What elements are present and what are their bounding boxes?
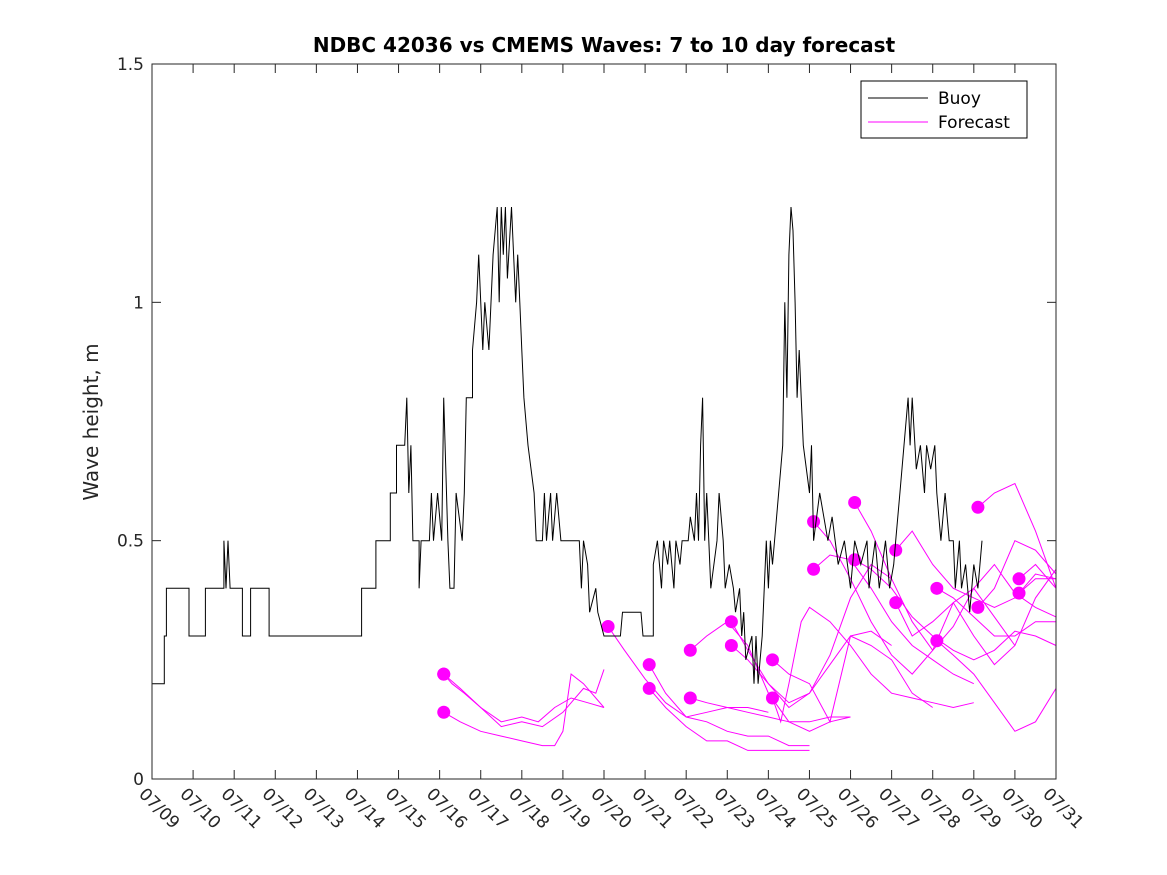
forecast-line-4 [648,664,810,747]
forecast-line-23 [1018,578,1056,594]
forecast-start-marker-8 [724,615,738,629]
forecast-start-marker-13 [807,562,821,576]
y-tick-label: 1.5 [117,55,144,75]
y-tick-label: 0 [133,770,144,790]
forecast-line-15 [854,559,1057,661]
forecast-start-marker-9 [724,639,738,653]
chart-title: NDBC 42036 vs CMEMS Waves: 7 to 10 day f… [313,33,896,57]
plot-area [152,64,1056,779]
forecast-start-marker-23 [1012,586,1026,600]
forecast-line-22 [1018,563,1057,589]
forecast-start-marker-10 [765,653,779,667]
y-tick-label: 0.5 [117,532,144,552]
forecast-start-marker-4 [642,658,656,672]
forecast-start-marker-11 [765,691,779,705]
forecast-line-16 [895,530,1057,608]
forecast-line-17 [895,569,1057,666]
legend-forecast-label: Forecast [938,113,1010,133]
legend-box [860,80,1028,139]
forecast-start-marker-17 [889,596,903,610]
y-axis-label: Wave height, m [79,343,103,500]
forecast-line-20 [977,482,1057,589]
y-tick-label: 1 [133,293,144,313]
forecast-line-0 [443,673,605,723]
buoy-line [151,206,983,685]
forecast-start-marker-19 [930,634,944,648]
forecast-start-marker-14 [848,496,862,510]
forecast-start-marker-20 [971,500,985,514]
forecast-line-5 [648,688,810,751]
forecast-start-marker-15 [848,553,862,567]
forecast-line-10 [772,635,933,724]
forecast-line-12 [813,521,1016,675]
forecast-start-marker-22 [1012,572,1026,586]
forecast-line-2 [443,669,605,728]
forecast-start-marker-6 [683,643,697,657]
legend: Buoy Forecast [860,80,1028,139]
forecast-line-1 [443,673,605,747]
forecast-line-19 [936,640,1057,732]
forecast-start-marker-2 [437,667,451,681]
forecast-line-21 [977,540,1057,608]
forecast-line-7 [690,697,851,723]
forecast-start-marker-18 [930,581,944,595]
forecast-start-marker-1 [437,705,451,719]
legend-buoy-label: Buoy [938,89,981,109]
forecast-start-marker-5 [642,681,656,695]
forecast-line-18 [936,587,1056,637]
forecast-start-marker-3 [601,619,615,633]
forecast-start-marker-7 [683,691,697,705]
buoy-series-group [151,206,983,685]
forecast-line-11 [772,606,974,724]
forecast-start-marker-16 [889,543,903,557]
forecast-start-marker-21 [971,600,985,614]
